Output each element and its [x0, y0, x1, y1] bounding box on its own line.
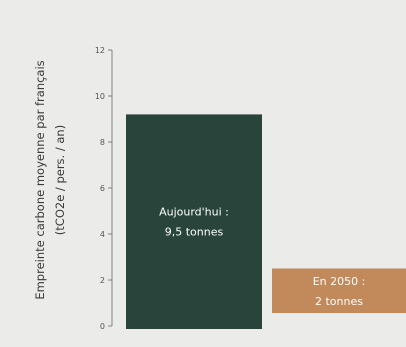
y-tick-label: 10	[95, 92, 105, 101]
bar-en-2050	[272, 268, 406, 313]
y-tick-label: 8	[100, 138, 105, 147]
bar-data-label: Aujourd'hui :	[159, 206, 229, 219]
bars: Aujourd'hui : 9,5 tonnes En 2050 : 2 tonnes	[126, 114, 406, 330]
y-axis-title-line1: Empreinte carbone moyenne par français	[33, 60, 47, 299]
y-tick-label: 4	[100, 230, 105, 239]
bar-aujourdhui	[126, 114, 262, 330]
y-axis: 0 2 4 6 8 10 12	[95, 46, 113, 331]
bar-data-label: 2 tonnes	[315, 295, 363, 308]
y-tick-label: 6	[100, 184, 105, 193]
bar-data-label: En 2050 :	[313, 275, 366, 288]
y-tick-label: 12	[95, 46, 105, 55]
y-axis-title-line2: (tCO2e / pers. / an)	[53, 125, 67, 235]
y-tick-label: 0	[100, 322, 105, 331]
bar-data-label: 9,5 tonnes	[165, 226, 224, 239]
y-tick-label: 2	[100, 276, 105, 285]
y-axis-title: Empreinte carbone moyenne par français (…	[33, 60, 67, 299]
